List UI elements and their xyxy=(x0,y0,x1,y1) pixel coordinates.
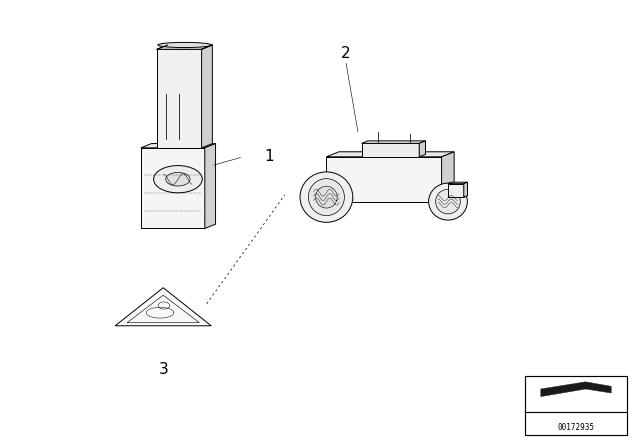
Ellipse shape xyxy=(429,183,467,220)
Ellipse shape xyxy=(300,172,353,222)
Ellipse shape xyxy=(436,190,460,214)
Polygon shape xyxy=(326,152,454,157)
Polygon shape xyxy=(525,376,627,435)
Polygon shape xyxy=(202,45,212,148)
Ellipse shape xyxy=(316,186,337,208)
Text: 2: 2 xyxy=(340,46,351,61)
Polygon shape xyxy=(419,141,426,157)
Ellipse shape xyxy=(308,179,344,215)
Polygon shape xyxy=(141,148,205,228)
Polygon shape xyxy=(326,157,442,202)
Polygon shape xyxy=(464,182,467,197)
Polygon shape xyxy=(115,288,211,326)
Ellipse shape xyxy=(158,43,211,47)
Text: 1: 1 xyxy=(264,149,274,164)
Polygon shape xyxy=(205,143,216,228)
Polygon shape xyxy=(362,143,419,157)
Polygon shape xyxy=(448,184,464,197)
Polygon shape xyxy=(541,382,611,396)
Ellipse shape xyxy=(166,172,190,186)
Polygon shape xyxy=(141,143,216,148)
Polygon shape xyxy=(157,49,202,148)
Polygon shape xyxy=(157,45,212,49)
Polygon shape xyxy=(448,182,467,184)
Polygon shape xyxy=(362,141,426,143)
Polygon shape xyxy=(442,152,454,202)
Text: 3: 3 xyxy=(158,362,168,377)
Ellipse shape xyxy=(154,166,202,193)
Text: 00172935: 00172935 xyxy=(557,423,595,432)
